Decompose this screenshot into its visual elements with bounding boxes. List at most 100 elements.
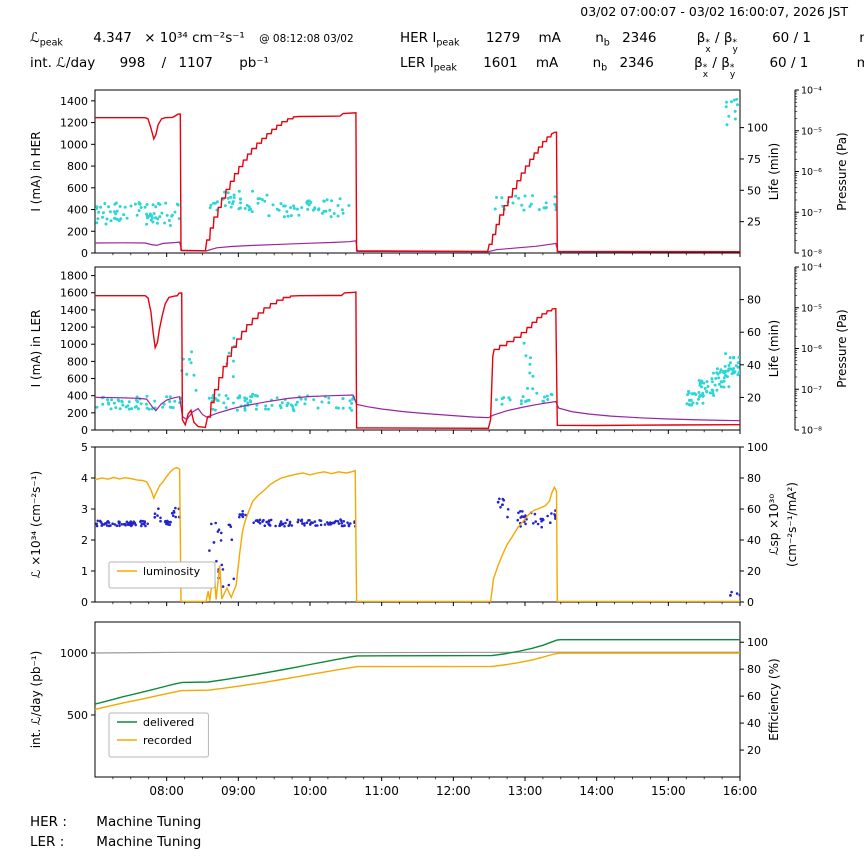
scatter-point xyxy=(524,400,528,403)
scatter-point xyxy=(106,398,110,402)
scatter-point xyxy=(227,523,231,527)
scatter-point xyxy=(343,524,346,527)
her-beta-label: β * x / β * y xyxy=(696,30,738,55)
scatter-point xyxy=(289,214,293,218)
scatter-point xyxy=(143,520,147,523)
scatter-point xyxy=(115,217,119,221)
scatter-point xyxy=(232,577,236,581)
scatter-point xyxy=(283,525,286,528)
scatter-point xyxy=(500,402,504,406)
ler-status-label: LER : xyxy=(30,834,65,850)
scatter-point xyxy=(690,392,694,396)
scatter-point xyxy=(528,204,532,208)
scatter-point xyxy=(541,517,544,521)
scatter-point xyxy=(244,513,247,517)
scatter-point xyxy=(553,195,557,199)
scatter-point xyxy=(136,407,140,411)
scatter-point xyxy=(111,522,114,525)
scatter-point xyxy=(733,109,737,113)
scatter-point xyxy=(216,530,220,533)
pressure-tick-label: 10⁻⁸ xyxy=(801,426,822,437)
scatter-point xyxy=(168,405,172,409)
scatter-point xyxy=(540,525,543,529)
scatter-point xyxy=(341,211,345,215)
scatter-point xyxy=(109,524,112,527)
scatter-point xyxy=(524,522,527,526)
scatter-point xyxy=(727,367,731,371)
intl-unit: pb⁻¹ xyxy=(239,55,269,71)
scatter-point xyxy=(120,399,124,403)
scatter-point xyxy=(517,196,521,200)
scatter-point xyxy=(280,401,284,405)
scatter-point xyxy=(115,209,119,213)
series-ler-lifetime xyxy=(95,394,740,422)
right-tick-label: 40 xyxy=(747,717,761,730)
scatter-point xyxy=(687,398,691,402)
scatter-point xyxy=(136,400,140,404)
scatter-point xyxy=(346,521,349,524)
scatter-point xyxy=(701,401,705,405)
scatter-point xyxy=(172,514,175,517)
scatter-point xyxy=(209,203,213,207)
scatter-point xyxy=(190,350,194,354)
scatter-point xyxy=(226,397,230,401)
scatter-point xyxy=(147,407,151,411)
right-tick-label: 20 xyxy=(747,565,761,578)
scatter-point xyxy=(337,522,341,525)
scatter-point xyxy=(207,396,211,400)
scatter-point xyxy=(263,199,267,203)
scatter-point xyxy=(137,209,141,213)
scatter-point xyxy=(194,388,198,392)
scatter-point xyxy=(125,520,129,524)
scatter-point xyxy=(165,395,169,399)
scatter-point xyxy=(313,206,317,210)
scatter-point xyxy=(312,398,316,402)
scatter-point xyxy=(162,402,166,406)
scatter-point xyxy=(173,399,177,403)
scatter-point xyxy=(148,212,152,216)
scatter-point xyxy=(212,541,216,544)
scatter-point xyxy=(519,510,522,513)
scatter-point xyxy=(287,524,291,527)
scatter-point xyxy=(164,519,167,523)
scatter-point xyxy=(340,521,344,525)
scatter-point xyxy=(174,506,177,510)
scatter-point xyxy=(95,405,99,409)
scatter-point xyxy=(151,203,155,207)
scatter-point xyxy=(172,509,176,513)
scatter-point xyxy=(318,519,321,522)
scatter-point xyxy=(130,407,134,411)
scatter-point xyxy=(153,512,157,515)
scatter-point xyxy=(687,403,691,407)
scatter-point xyxy=(95,522,98,526)
scatter-point xyxy=(516,518,519,522)
scatter-point xyxy=(129,204,133,208)
scatter-point xyxy=(274,524,277,528)
scatter-point xyxy=(736,361,740,365)
scatter-point xyxy=(107,205,111,209)
pressure-tick-label: 10⁻⁴ xyxy=(801,86,822,97)
scatter-point xyxy=(238,197,242,201)
scatter-point xyxy=(139,519,143,523)
scatter-point xyxy=(95,207,98,211)
ler-nb-value: 2346 xyxy=(619,55,654,71)
scatter-point xyxy=(715,388,719,392)
scatter-point xyxy=(264,404,268,408)
scatter-point xyxy=(107,521,111,524)
scatter-point xyxy=(316,524,319,527)
scatter-point xyxy=(96,217,100,221)
scatter-point xyxy=(330,199,333,203)
series-efficiency xyxy=(95,651,740,654)
scatter-point xyxy=(332,212,336,215)
scatter-point xyxy=(323,523,327,526)
scatter-point xyxy=(347,204,351,207)
scatter-point xyxy=(278,404,282,408)
scatter-point xyxy=(294,403,298,407)
scatter-point xyxy=(716,372,720,376)
scatter-point xyxy=(286,401,290,405)
scatter-point xyxy=(299,397,303,401)
y-tick-label: 200 xyxy=(67,225,88,238)
scatter-point xyxy=(154,216,158,220)
panel-frame xyxy=(94,89,741,254)
